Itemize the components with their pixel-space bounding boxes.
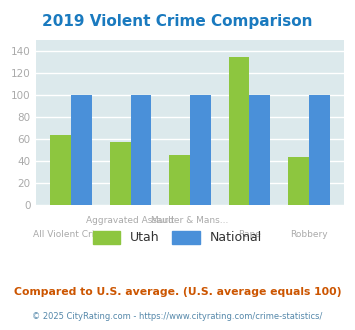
Text: 2019 Violent Crime Comparison: 2019 Violent Crime Comparison	[42, 14, 313, 29]
Text: Compared to U.S. average. (U.S. average equals 100): Compared to U.S. average. (U.S. average …	[14, 287, 341, 297]
Bar	[288, 157, 309, 205]
Text: Murder & Mans...: Murder & Mans...	[151, 216, 229, 225]
Bar	[131, 95, 151, 205]
Bar	[190, 95, 211, 205]
Bar	[169, 155, 190, 205]
Bar	[50, 135, 71, 205]
Bar	[71, 95, 92, 205]
Bar	[309, 95, 329, 205]
Text: © 2025 CityRating.com - https://www.cityrating.com/crime-statistics/: © 2025 CityRating.com - https://www.city…	[32, 312, 323, 321]
Text: Robbery: Robbery	[290, 230, 328, 239]
Text: All Violent Crime: All Violent Crime	[33, 230, 109, 239]
Bar	[110, 142, 131, 205]
Text: Aggravated Assault: Aggravated Assault	[86, 216, 175, 225]
Legend: Utah, National: Utah, National	[88, 226, 267, 249]
Bar	[229, 57, 249, 205]
Text: Rape: Rape	[238, 230, 261, 239]
Bar	[249, 95, 270, 205]
